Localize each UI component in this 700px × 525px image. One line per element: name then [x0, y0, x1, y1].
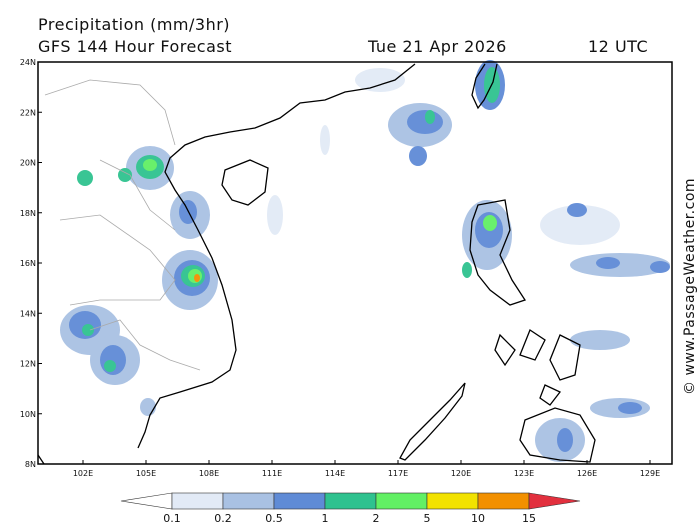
colorbar: 0.1 0.2 0.5 1 2 5 10 15: [120, 492, 581, 525]
lon-label: 129E: [640, 469, 660, 478]
colorbar-label: 15: [522, 512, 536, 525]
colorbar-segment: [477, 492, 530, 510]
colorbar-label: 2: [373, 512, 380, 525]
lon-label: 123E: [514, 469, 534, 478]
colorbar-label: 0.1: [163, 512, 181, 525]
lat-label: 24N: [20, 58, 36, 67]
precipitation: [60, 60, 670, 462]
title: Precipitation (mm/3hr): [38, 15, 230, 34]
lon-label: 102E: [73, 469, 93, 478]
colorbar-label: 5: [424, 512, 431, 525]
lon-label: 108E: [199, 469, 219, 478]
subtitle: GFS 144 Hour Forecast: [38, 37, 232, 56]
lat-label: 8N: [25, 460, 36, 469]
time: 12 UTC: [588, 37, 648, 56]
colorbar-segment: [171, 492, 224, 510]
lat-label: 18N: [20, 209, 36, 218]
coastline: [37, 63, 596, 465]
lon-label: 114E: [325, 469, 345, 478]
lon-label: 111E: [262, 469, 282, 478]
watermark: © www.PassageWeather.com: [682, 178, 698, 395]
lon-label: 126E: [577, 469, 597, 478]
colorbar-label: 1: [322, 512, 329, 525]
colorbar-label: 10: [471, 512, 485, 525]
lon-labels: 102E 105E 108E 111E 114E 117E 120E 123E 126E 129E: [73, 460, 660, 478]
lat-labels: 24N 22N 20N 18N 16N 14N 12N 10N 8N: [20, 58, 42, 469]
colorbar-segment: [375, 492, 428, 510]
colorbar-label: 0.5: [265, 512, 283, 525]
colorbar-label: 0.2: [214, 512, 232, 525]
lat-label: 14N: [20, 309, 36, 318]
colorbar-end: [528, 492, 581, 510]
borders: [44, 79, 201, 371]
lat-label: 20N: [20, 159, 36, 168]
colorbar-segment: [426, 492, 479, 510]
lat-label: 10N: [20, 410, 36, 419]
lat-label: 22N: [20, 108, 36, 117]
lon-label: 117E: [388, 469, 408, 478]
lat-label: 16N: [20, 259, 36, 268]
lon-label: 120E: [451, 469, 471, 478]
colorbar-end: [120, 492, 173, 510]
lon-label: 105E: [136, 469, 156, 478]
colorbar-segment: [222, 492, 275, 510]
lat-label: 12N: [20, 360, 36, 369]
date: Tue 21 Apr 2026: [367, 37, 507, 56]
colorbar-segment: [324, 492, 377, 510]
colorbar-segment: [273, 492, 326, 510]
